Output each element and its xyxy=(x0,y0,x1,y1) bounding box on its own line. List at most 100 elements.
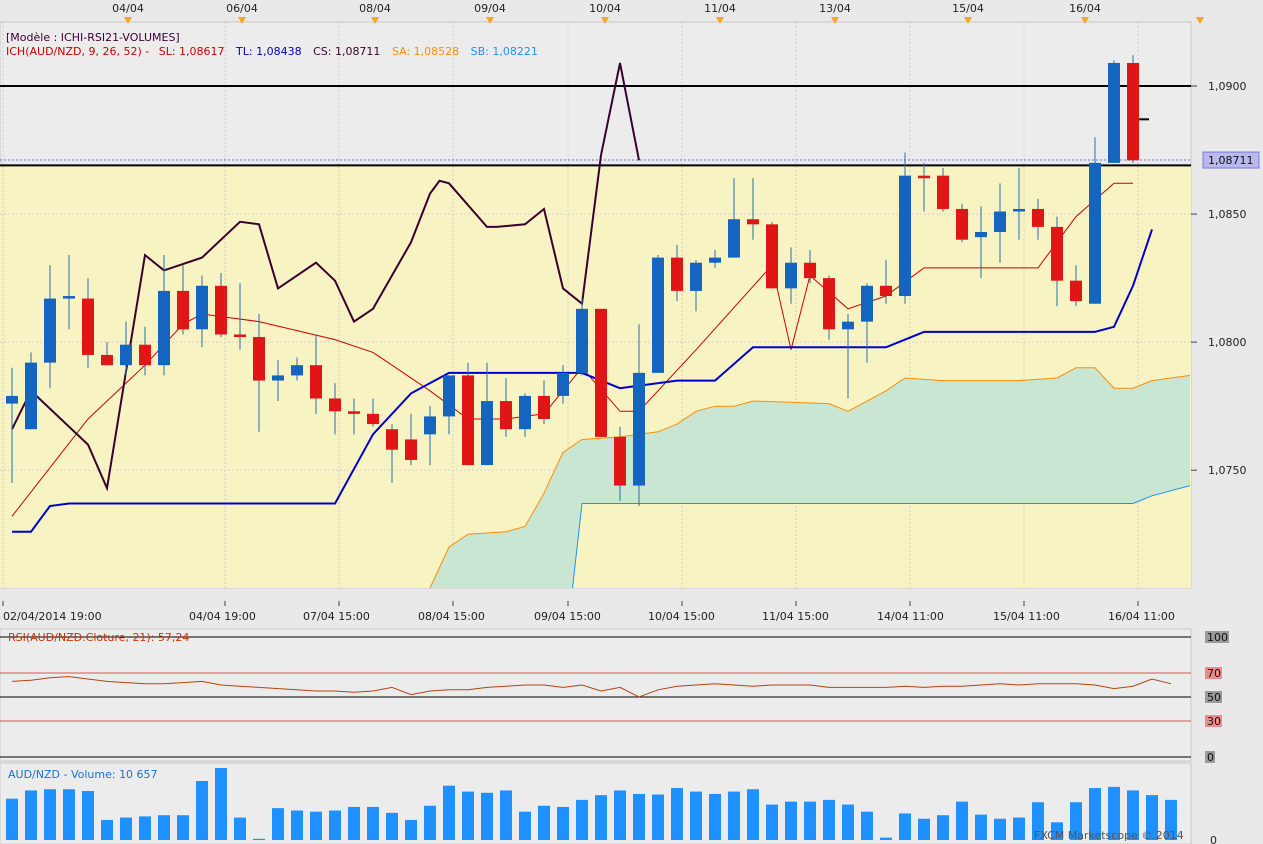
rsi-tick-label: 100 xyxy=(1207,631,1228,644)
volume-bar xyxy=(1032,802,1044,840)
candle-body xyxy=(1051,226,1063,281)
candle-body xyxy=(785,262,797,289)
top-date-label: 06/04 xyxy=(226,2,258,15)
event-marker-icon xyxy=(486,17,494,24)
candle-body xyxy=(44,298,56,363)
candle-body xyxy=(728,219,740,258)
candle-body xyxy=(424,416,436,435)
volume-bar xyxy=(1108,786,1120,840)
candle-body xyxy=(899,175,911,297)
volume-bar xyxy=(25,790,37,840)
candlestick-series xyxy=(6,55,1149,507)
volume-bar xyxy=(880,837,892,840)
legend-cs: CS: 1,08711 xyxy=(313,45,380,58)
time-tick-label: 04/04 19:00 xyxy=(189,610,256,623)
volume-bar xyxy=(329,810,341,840)
time-tick-label: 07/04 15:00 xyxy=(303,610,370,623)
horizontal-lines[interactable] xyxy=(0,85,1191,167)
legend-sa: SA: 1,08528 xyxy=(392,45,459,58)
candle-body xyxy=(880,285,892,297)
event-marker-icon xyxy=(831,17,839,24)
top-date-label: 16/04 xyxy=(1069,2,1101,15)
price-tick-label: 1,0900 xyxy=(1208,80,1247,93)
candle-body xyxy=(25,362,37,430)
volume-bar xyxy=(728,791,740,840)
time-tick-label: 10/04 15:00 xyxy=(648,610,715,623)
top-date-label: 13/04 xyxy=(819,2,851,15)
candle-body xyxy=(367,413,379,425)
event-marker-icon xyxy=(601,17,609,24)
legend-sb: SB: 1,08221 xyxy=(471,45,538,58)
event-marker-icon xyxy=(124,17,132,24)
volume-bar xyxy=(576,799,588,840)
candle-body xyxy=(234,334,246,338)
time-tick-label: 09/04 15:00 xyxy=(534,610,601,623)
volume-bar xyxy=(1051,822,1063,840)
candle-body xyxy=(1032,208,1044,227)
candle-body xyxy=(348,411,360,414)
rsi-pane[interactable] xyxy=(0,628,1192,762)
candle-body xyxy=(1013,208,1025,212)
price-tick-label: 1,0750 xyxy=(1208,464,1247,477)
price-tick-label: 1,0850 xyxy=(1208,208,1247,221)
volume-bar xyxy=(177,815,189,840)
ichimoku-cloud xyxy=(430,367,1190,588)
candle-body xyxy=(6,395,18,404)
event-marker-icon xyxy=(964,17,972,24)
volume-bar xyxy=(1146,795,1158,840)
candle-body xyxy=(1108,62,1120,163)
volume-bar xyxy=(443,785,455,840)
candle-body xyxy=(918,175,930,179)
candle-body xyxy=(386,429,398,450)
candle-body xyxy=(747,219,759,225)
candle-body xyxy=(1127,62,1139,161)
volume-bar xyxy=(500,790,512,840)
kijun-line xyxy=(12,229,1153,533)
rsi-label: RSI(AUD/NZD.Cloture, 21): 57,24 xyxy=(8,631,189,644)
candle-body xyxy=(329,398,341,412)
candle-body xyxy=(614,436,626,486)
chikou-line xyxy=(11,62,640,492)
candle-body xyxy=(177,290,189,330)
candle-body xyxy=(576,308,588,373)
rsi-tick-box xyxy=(1205,715,1222,727)
volume-bar xyxy=(291,810,303,840)
time-tick-label: 16/04 11:00 xyxy=(1108,610,1175,623)
rsi-tick-label: 50 xyxy=(1207,691,1221,704)
candle-body xyxy=(671,257,683,291)
senkou-span-a-line xyxy=(429,367,1191,589)
candle-body xyxy=(215,285,227,335)
volume-bar xyxy=(823,799,835,840)
top-date-label: 11/04 xyxy=(704,2,736,15)
volume-bars xyxy=(6,768,1177,840)
volume-bar xyxy=(633,793,645,840)
time-tick-label: 11/04 15:00 xyxy=(762,610,829,623)
volume-bar xyxy=(861,811,873,840)
volume-bar xyxy=(44,789,56,840)
time-axis: 02/04/2014 19:00 04/04 19:00 07/04 15:00 08… xyxy=(2,601,1175,623)
candle-body xyxy=(823,278,835,330)
volume-bar xyxy=(690,791,702,840)
volume-bar xyxy=(424,805,436,840)
event-marker-icon xyxy=(716,17,724,24)
volume-bar xyxy=(101,819,113,840)
volume-bar xyxy=(975,814,987,840)
volume-bar xyxy=(1013,817,1025,840)
candle-body xyxy=(139,344,151,366)
candle-body xyxy=(956,208,968,240)
rsi-tick-box xyxy=(1205,667,1222,679)
volume-bar xyxy=(918,818,930,840)
volume-bar xyxy=(1070,802,1082,840)
candle-body xyxy=(538,395,550,419)
volume-bar xyxy=(595,795,607,840)
volume-bar xyxy=(538,805,550,840)
volume-bar xyxy=(253,838,265,840)
candle-body xyxy=(519,395,531,430)
candle-body xyxy=(1070,280,1082,302)
candle-body xyxy=(310,365,322,399)
time-tick-label: 02/04/2014 19:00 xyxy=(3,610,102,623)
volume-bar xyxy=(804,801,816,840)
legend-sl: SL: 1,08617 xyxy=(159,45,225,58)
legend-tl: TL: 1,08438 xyxy=(235,45,302,58)
volume-bar xyxy=(1165,799,1177,840)
